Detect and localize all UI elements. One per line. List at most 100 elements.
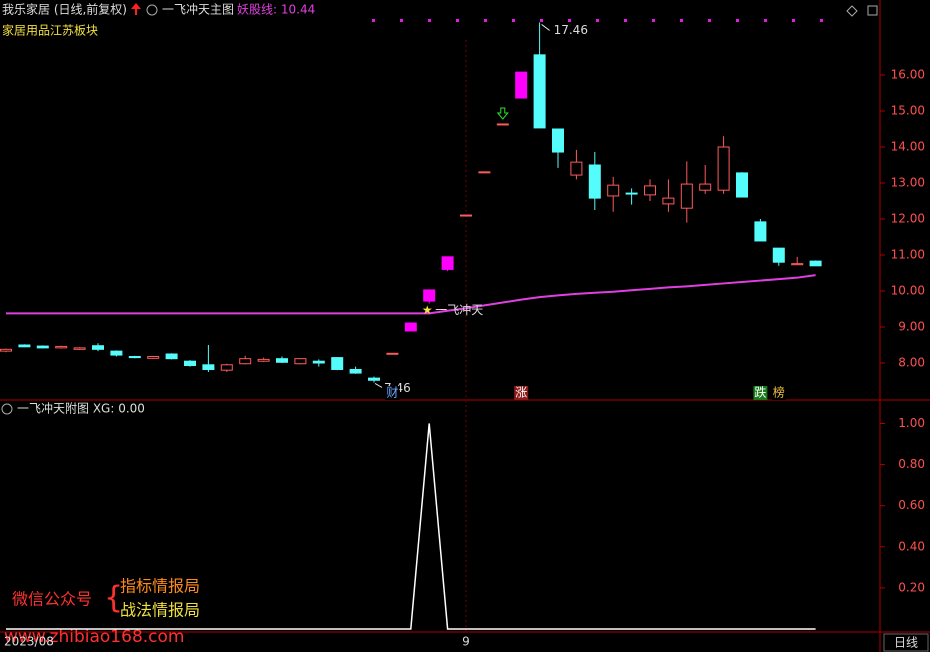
marker-dot	[428, 19, 431, 22]
marker-dot	[792, 19, 795, 22]
signal-label: 一飞冲天	[435, 302, 483, 317]
candle-body	[36, 345, 49, 349]
marker-dot	[568, 19, 571, 22]
candle-body	[570, 161, 583, 176]
y-tick-label: 0.20	[898, 580, 925, 594]
marker-dot	[540, 19, 543, 22]
candle-body	[515, 71, 528, 99]
candle-body	[625, 192, 638, 195]
candle-body	[312, 360, 325, 364]
menu-icon[interactable]	[1, 403, 13, 415]
marker-dot	[596, 19, 599, 22]
candle-body	[404, 322, 417, 332]
candle-body	[18, 344, 31, 348]
signal-star: ★	[422, 303, 433, 317]
y-tick-label: 12.00	[891, 212, 925, 226]
y-tick-label: 16.00	[891, 68, 925, 82]
candle-body	[644, 185, 656, 196]
event-badge	[771, 386, 786, 400]
sector-label: 家居用品江苏板块	[2, 23, 98, 38]
candle-body	[276, 358, 288, 363]
pointer	[374, 383, 383, 388]
candle-body	[0, 348, 12, 352]
x-tick-label: 9	[462, 635, 470, 649]
event-badge	[753, 386, 768, 400]
candle-body	[791, 263, 804, 266]
candle-body	[717, 146, 730, 191]
candle-body	[165, 353, 178, 360]
marker-dot	[400, 19, 403, 22]
event-badge	[385, 386, 400, 400]
x-tick-label: 2023/08	[4, 635, 54, 649]
candle-body	[772, 247, 785, 263]
stock-title: 我乐家居 (日线,前复权)	[2, 2, 127, 17]
marker-dot	[372, 19, 375, 22]
y-tick-label: 0.60	[898, 498, 925, 512]
marker-dot	[820, 19, 823, 22]
ma-line	[6, 274, 816, 315]
y-tick-label: 0.80	[898, 457, 925, 471]
period-label[interactable]: 日线	[894, 636, 918, 650]
y-tick-label: 10.00	[891, 284, 925, 298]
brace: {	[104, 581, 123, 616]
y-tick-label: 14.00	[891, 140, 925, 154]
website: www.zhibiao168.com	[4, 627, 184, 647]
menu-icon[interactable]	[146, 4, 158, 16]
diamond-icon[interactable]	[846, 5, 858, 17]
y-tick-label: 15.00	[891, 104, 925, 118]
wechat-label: 微信公众号	[12, 590, 92, 609]
y-tick-label: 8.00	[898, 356, 925, 370]
candle-body	[680, 183, 693, 209]
marker-dot	[652, 19, 655, 22]
candle-body	[662, 197, 675, 205]
candle-body	[552, 128, 564, 153]
candle-body	[294, 358, 307, 365]
marker-dot	[484, 19, 487, 22]
candle-body	[533, 54, 546, 129]
candle-body	[496, 123, 509, 126]
candle-body	[699, 183, 712, 191]
account-name: 战法情报局	[120, 601, 200, 620]
candle-body	[386, 352, 399, 355]
y-tick-label: 1.00	[898, 416, 925, 430]
up-arrow-icon	[131, 3, 141, 15]
event-label: 跌	[754, 385, 766, 400]
candle-body	[588, 164, 601, 199]
xg-line	[6, 423, 816, 630]
candle-body	[110, 350, 123, 356]
event-label: 涨	[515, 385, 527, 400]
candle-body	[239, 358, 252, 365]
candle-body	[202, 364, 215, 370]
candle-body	[128, 356, 141, 359]
candle-body	[736, 172, 748, 198]
event-label: 财	[386, 386, 398, 400]
buy-arrow	[496, 107, 509, 120]
marker-dot	[708, 19, 711, 22]
candle-body	[220, 364, 233, 371]
period-button[interactable]	[883, 633, 929, 652]
candle-body	[55, 345, 68, 349]
candle-body	[441, 256, 454, 270]
account-name: 指标情报局	[120, 577, 200, 596]
candle-body	[478, 171, 491, 174]
candle-body	[92, 345, 104, 350]
marker-dot	[512, 19, 515, 22]
indicator-value: 妖股线: 10.44	[237, 3, 315, 17]
high-label: 17.46	[554, 23, 588, 37]
sub-indicator-title: 一飞冲天附图 XG: 0.00	[17, 401, 145, 416]
candle-body	[460, 214, 472, 217]
candle-body	[423, 289, 436, 302]
window-icon[interactable]	[867, 5, 878, 16]
candle-body	[331, 357, 344, 370]
pointer	[541, 24, 550, 31]
event-badge	[514, 386, 529, 400]
event-label: 榜	[773, 385, 785, 400]
candle-body	[368, 377, 380, 381]
candle-body	[73, 347, 86, 350]
marker-dot	[680, 19, 683, 22]
candle-body	[754, 221, 767, 242]
marker-dot	[736, 19, 739, 22]
marker-dot	[624, 19, 627, 22]
